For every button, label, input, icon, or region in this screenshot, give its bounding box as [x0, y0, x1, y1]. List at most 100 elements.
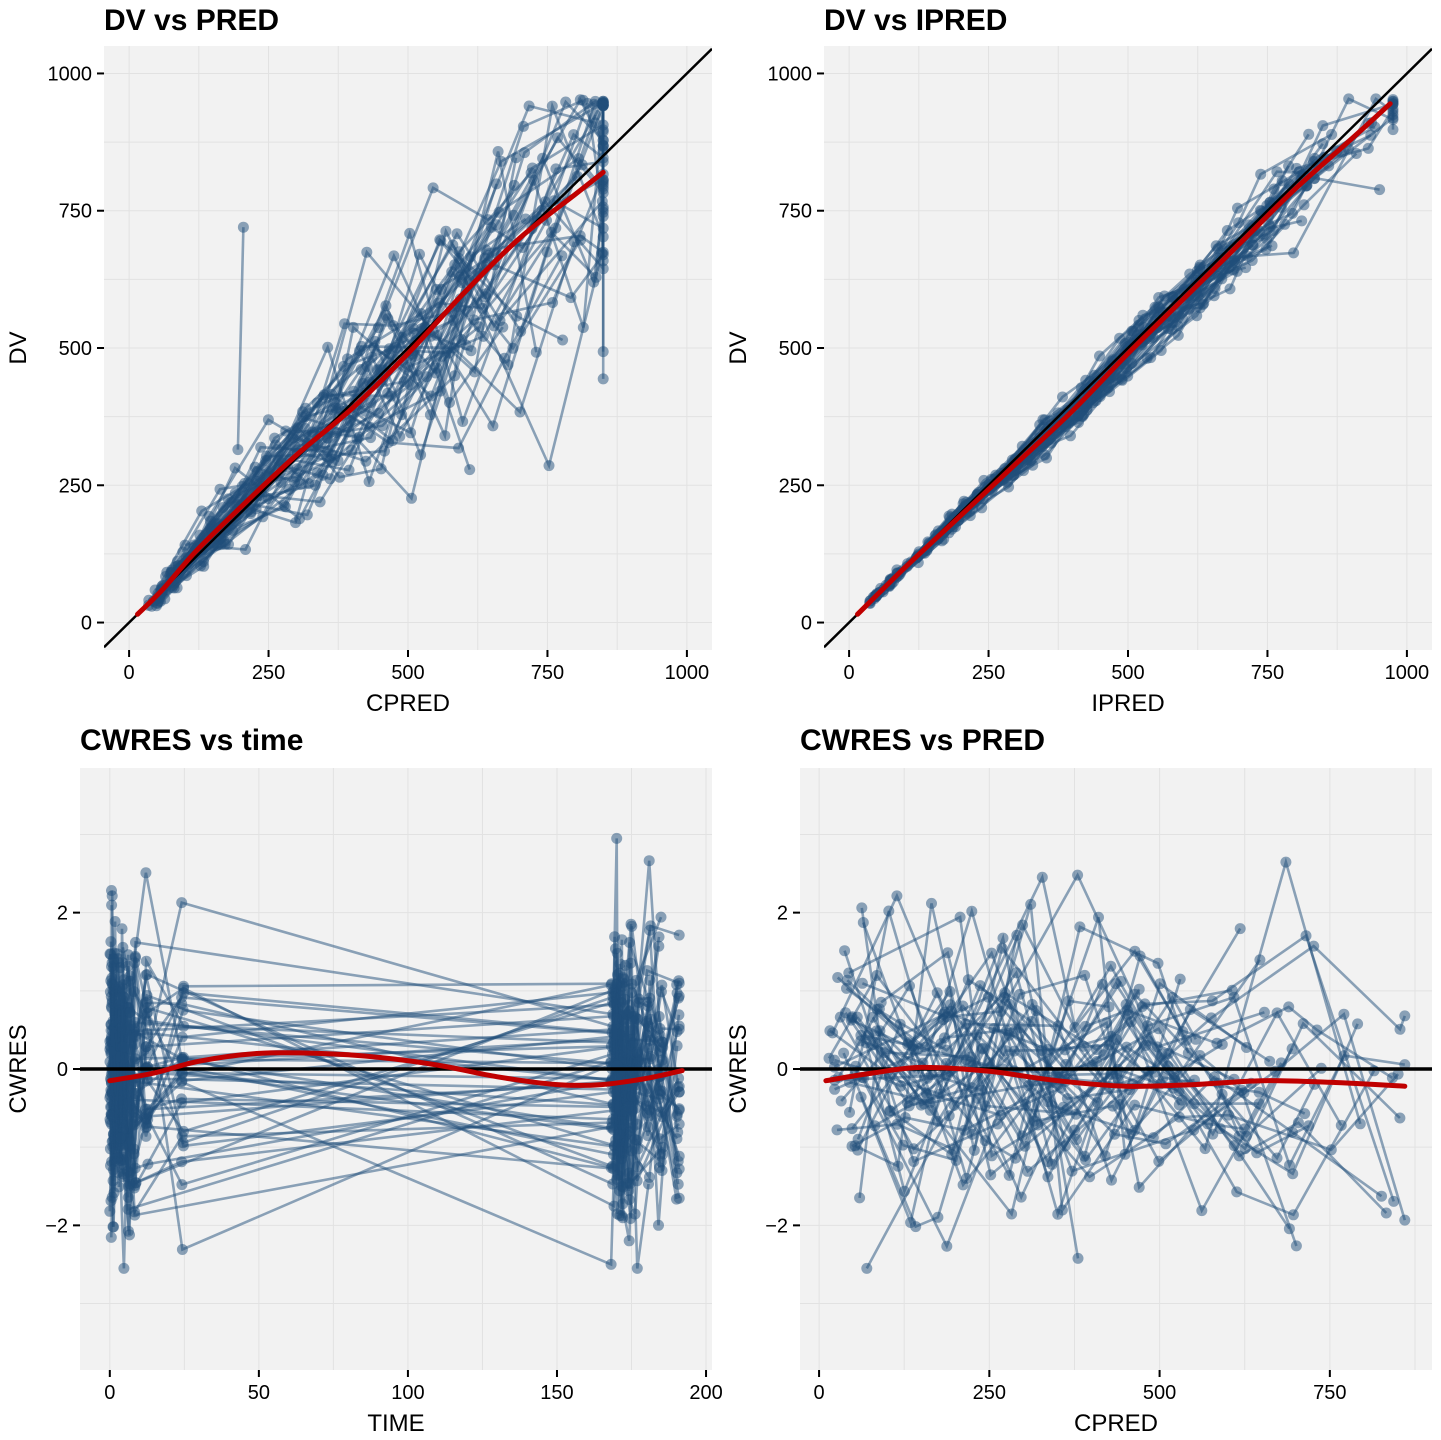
cwres-time-data-point	[672, 1155, 684, 1167]
dv-pred-y-tick-label: 250	[59, 475, 92, 497]
cwres-pred-data-point	[996, 942, 1008, 954]
cwres-time-data-point	[108, 1187, 120, 1199]
cwres-time-data-point	[606, 1160, 618, 1172]
dv-ipred-x-tick-label: 500	[1111, 662, 1144, 684]
dv-pred-data-point	[597, 201, 609, 213]
cwres-pred-data-point	[966, 905, 978, 917]
dv-pred-data-point	[240, 544, 251, 555]
cwres-time-data-point	[673, 1086, 685, 1098]
cwres-pred-data-point	[1046, 1100, 1058, 1112]
cwres-pred-y-tick-label: 0	[777, 1059, 788, 1081]
cwres-pred-data-point	[1199, 1143, 1211, 1155]
cwres-pred-data-point	[1115, 975, 1127, 987]
cwres-pred-data-point	[1072, 869, 1084, 881]
cwres-pred-data-point	[932, 1211, 944, 1223]
cwres-time-data-point	[106, 1110, 118, 1122]
cwres-time-data-point	[140, 955, 152, 967]
dv-pred-data-point	[537, 152, 549, 164]
cwres-pred-subject-line	[861, 872, 1265, 1049]
cwres-time-subject-line	[109, 947, 680, 1242]
dv-pred-data-point	[427, 182, 439, 194]
dv-pred-data-point	[492, 146, 504, 157]
cwres-time-plot-content	[80, 768, 712, 1370]
dv-pred-data-point	[262, 414, 274, 426]
cwres-time-data-point	[653, 931, 665, 943]
cwres-pred-data-point	[861, 1262, 873, 1274]
cwres-pred-data-point	[852, 1144, 864, 1156]
cwres-pred-x-tick-label: 500	[1143, 1382, 1176, 1404]
dv-pred-data-point	[322, 432, 334, 444]
cwres-pred-smooth-line	[823, 1064, 1408, 1089]
cwres-time-data-point	[142, 1007, 153, 1019]
dv-ipred-data-point	[1172, 308, 1184, 320]
dv-ipred-data-point	[1260, 243, 1272, 255]
cwres-time-data-point	[605, 1258, 617, 1270]
cwres-pred-data-point	[1105, 960, 1117, 972]
dv-ipred-data-point	[1027, 459, 1039, 471]
cwres-time-y-axis-label: CWRES	[5, 1024, 32, 1113]
cwres-pred-data-point	[986, 947, 998, 959]
dv-ipred-data-point	[1116, 373, 1128, 385]
cwres-pred-data-point	[1287, 1168, 1299, 1180]
dv-pred-data-point	[406, 492, 417, 504]
cwres-time-data-point	[130, 1030, 142, 1042]
cwres-pred-subject-line	[889, 927, 1242, 1157]
dv-ipred-data-point	[1166, 323, 1178, 335]
cwres-pred-data-point	[1388, 1195, 1400, 1207]
cwres-pred-data-point	[838, 1047, 850, 1059]
cwres-pred-x-tick-label: 0	[814, 1382, 825, 1404]
cwres-time-y-tick-label: 2	[57, 903, 68, 925]
dv-ipred-data-point	[1094, 350, 1105, 362]
cwres-time-data-point	[117, 1041, 129, 1053]
cwres-pred-data-point	[1284, 1159, 1295, 1171]
dv-ipred-data-point	[1224, 283, 1236, 295]
cwres-pred-data-point	[1147, 1132, 1159, 1144]
dv-pred-subject-line	[160, 234, 604, 590]
cwres-pred-data-point	[1129, 1099, 1141, 1111]
cwres-pred-data-point	[1025, 898, 1037, 910]
cwres-pred-data-point	[1287, 1209, 1299, 1221]
cwres-pred-data-point	[1017, 919, 1029, 931]
cwres-pred-data-point	[1251, 1147, 1263, 1159]
dv-pred-data-point	[375, 463, 387, 475]
cwres-pred-subject-line	[874, 1002, 1150, 1127]
cwres-pred-data-point	[1290, 1240, 1302, 1252]
cwres-pred-data-point	[960, 1054, 972, 1066]
cwres-pred-data-point	[1399, 1010, 1411, 1022]
dv-ipred-y-tick-label: 1000	[768, 63, 813, 85]
dv-pred-data-point	[232, 444, 244, 456]
dv-pred-data-point	[255, 441, 267, 453]
dv-pred-data-point	[556, 250, 568, 262]
cwres-time-data-point	[176, 1179, 188, 1191]
cwres-time-data-point	[140, 1118, 152, 1130]
cwres-pred-data-point	[1010, 967, 1022, 979]
dv-pred-data-point	[457, 416, 469, 427]
cwres-pred-data-point	[1253, 1086, 1265, 1098]
cwres-time-data-point	[632, 1056, 644, 1068]
dv-pred-x-tick-label: 0	[124, 662, 135, 684]
cwres-pred-data-point	[1072, 1252, 1084, 1264]
cwres-time-data-point	[105, 1231, 117, 1243]
dv-pred-data-point	[303, 478, 315, 490]
dv-ipred-data-point	[1387, 124, 1399, 136]
cwres-time-data-point	[623, 1235, 635, 1247]
cwres-time-data-point	[608, 1200, 620, 1212]
cwres-pred-data-point	[1176, 1094, 1188, 1106]
cwres-pred-x-axis-label: CPRED	[1074, 1410, 1158, 1437]
cwres-pred-data-point	[1061, 1093, 1073, 1105]
dv-pred-data-point	[464, 464, 476, 476]
cwres-time-data-point	[633, 997, 645, 1008]
cwres-pred-data-point	[908, 1156, 920, 1167]
cwres-pred-data-point	[891, 890, 903, 902]
cwres-pred-data-point	[1016, 1130, 1028, 1142]
cwres-pred-data-point	[977, 1042, 989, 1054]
dv-ipred-x-tick-label: 0	[844, 662, 855, 684]
cwres-time-data-point	[643, 1171, 655, 1183]
dv-pred-data-point	[434, 234, 446, 246]
cwres-pred-y-axis-label: CWRES	[725, 1024, 752, 1113]
dv-ipred-data-point	[1288, 247, 1300, 259]
dv-pred-data-point	[237, 221, 249, 233]
dv-pred-data-point	[477, 330, 489, 342]
cwres-pred-data-point	[908, 1094, 920, 1106]
cwres-time-data-point	[673, 929, 685, 941]
